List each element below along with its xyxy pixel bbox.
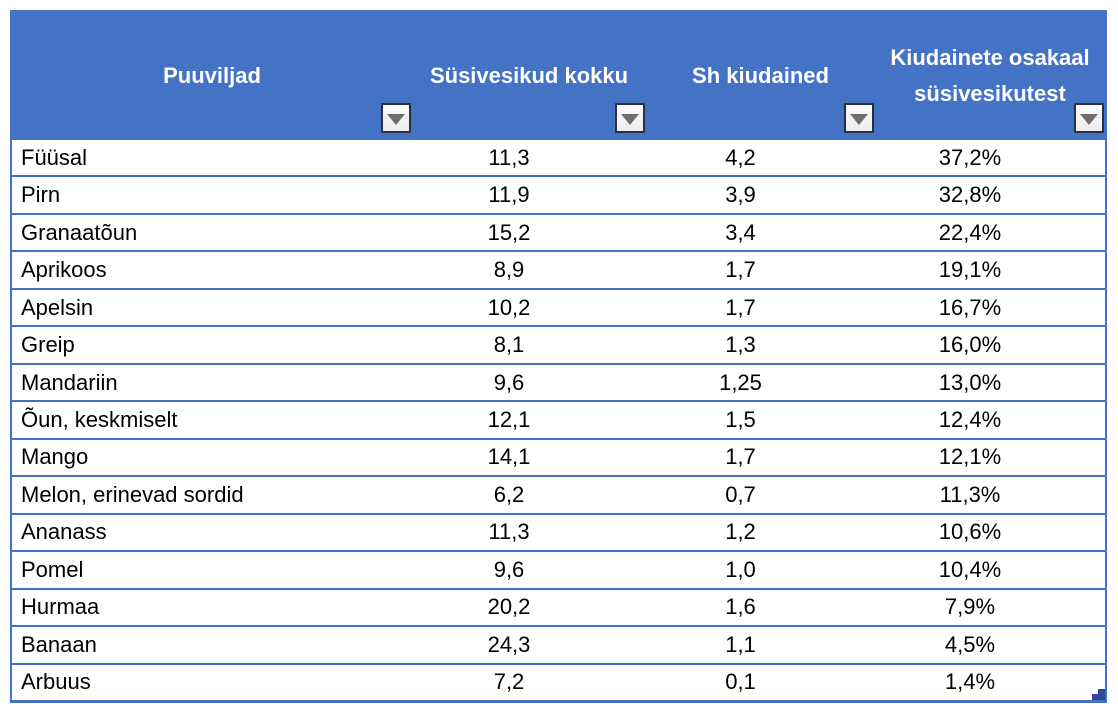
cell-share[interactable]: 16,7% bbox=[938, 294, 1002, 320]
cell-share[interactable]: 22,4% bbox=[938, 219, 1002, 245]
cell-carbs[interactable]: 9,6 bbox=[493, 556, 525, 582]
fruit-carbohydrate-table: Puuviljad Süsivesikud kokku Sh kiudained… bbox=[10, 10, 1107, 703]
cell-fruit[interactable]: Apelsin bbox=[21, 294, 94, 320]
table-row: Banaan 24,3 1,1 4,5% bbox=[12, 625, 1105, 663]
filter-dropdown-button-susivesikud-kokku[interactable] bbox=[615, 103, 645, 133]
cell-fruit[interactable]: Hurmaa bbox=[21, 594, 100, 620]
cell-fiber[interactable]: 0,7 bbox=[725, 481, 756, 507]
cell-share[interactable]: 32,8% bbox=[938, 182, 1002, 208]
header-label-puuviljad: Puuviljad bbox=[163, 63, 261, 88]
cell-fiber[interactable]: 1,5 bbox=[725, 407, 756, 433]
header-cell-kiudainete-osakaal[interactable]: Kiudainete osakaal süsivesikutest bbox=[875, 12, 1105, 140]
table-row: Melon, erinevad sordid 6,2 0,7 11,3% bbox=[12, 475, 1105, 513]
cell-carbs[interactable]: 11,9 bbox=[488, 182, 530, 208]
cell-fruit[interactable]: Pirn bbox=[21, 182, 61, 208]
table-body: Füüsal 11,3 4,2 37,2% Pirn 11,9 3,9 32,8… bbox=[12, 140, 1105, 701]
cell-share[interactable]: 7,9% bbox=[944, 594, 996, 620]
cell-fruit[interactable]: Pomel bbox=[21, 556, 84, 582]
cell-fiber[interactable]: 1,6 bbox=[725, 594, 756, 620]
cell-carbs[interactable]: 9,6 bbox=[493, 369, 525, 395]
table-row: Mandariin 9,6 1,25 13,0% bbox=[12, 362, 1105, 401]
table-row: Aprikoos 8,9 1,7 19,1% bbox=[12, 250, 1105, 288]
cell-carbs[interactable]: 8,9 bbox=[493, 257, 525, 283]
cell-carbs[interactable]: 15,2 bbox=[487, 219, 531, 245]
filter-dropdown-button-kiudainete-osakaal[interactable] bbox=[1074, 103, 1104, 133]
cell-fruit[interactable]: Granaatõun bbox=[21, 219, 138, 245]
cell-fruit[interactable]: Füüsal bbox=[21, 144, 88, 170]
header-cell-susivesikud-kokku[interactable]: Süsivesikud kokku bbox=[412, 12, 646, 140]
cell-fiber[interactable]: 1,3 bbox=[725, 332, 756, 358]
triangle-down-icon bbox=[850, 114, 868, 125]
cell-fruit[interactable]: Mandariin bbox=[21, 369, 118, 395]
filter-dropdown-button-puuviljad[interactable] bbox=[381, 103, 411, 133]
cell-fiber[interactable]: 0,1 bbox=[725, 669, 756, 695]
cell-carbs[interactable]: 12,1 bbox=[487, 407, 531, 433]
cell-fiber[interactable]: 3,9 bbox=[725, 182, 756, 208]
cell-carbs[interactable]: 14,1 bbox=[487, 444, 531, 470]
cell-fruit[interactable]: Greip bbox=[21, 332, 75, 358]
cell-fruit[interactable]: Melon, erinevad sordid bbox=[21, 481, 244, 507]
header-cell-puuviljad[interactable]: Puuviljad bbox=[12, 12, 412, 140]
cell-fiber[interactable]: 4,2 bbox=[725, 144, 756, 170]
cell-fiber[interactable]: 3,4 bbox=[725, 219, 756, 245]
table-row: Apelsin 10,2 1,7 16,7% bbox=[12, 287, 1105, 326]
table-row: Pirn 11,9 3,9 32,8% bbox=[12, 175, 1105, 213]
table-row: Hurmaa 20,2 1,6 7,9% bbox=[12, 587, 1105, 626]
triangle-down-icon bbox=[387, 114, 405, 125]
cell-share[interactable]: 19,1% bbox=[938, 257, 1002, 283]
cell-fiber[interactable]: 1,2 bbox=[725, 519, 756, 545]
cell-share[interactable]: 12,4% bbox=[938, 407, 1002, 433]
table-row: Füüsal 11,3 4,2 37,2% bbox=[12, 140, 1105, 176]
table-row: Mango 14,1 1,7 12,1% bbox=[12, 437, 1105, 476]
cell-carbs[interactable]: 6,2 bbox=[493, 481, 525, 507]
cell-fruit[interactable]: Arbuus bbox=[21, 669, 91, 695]
cell-carbs[interactable]: 11,3 bbox=[488, 519, 530, 545]
cell-fruit[interactable]: Banaan bbox=[21, 631, 97, 657]
cell-carbs[interactable]: 20,2 bbox=[487, 594, 531, 620]
cell-share[interactable]: 11,3% bbox=[939, 481, 1001, 507]
table-row: Granaatõun 15,2 3,4 22,4% bbox=[12, 212, 1105, 251]
cell-fruit[interactable]: Ananass bbox=[21, 519, 107, 545]
cell-share[interactable]: 12,1% bbox=[938, 444, 1002, 470]
table-row: Arbuus 7,2 0,1 1,4% bbox=[12, 662, 1105, 701]
filter-dropdown-button-sh-kiudained[interactable] bbox=[844, 103, 874, 133]
cell-fiber[interactable]: 1,7 bbox=[725, 294, 756, 320]
cell-share[interactable]: 10,6% bbox=[938, 519, 1002, 545]
table-row: Pomel 9,6 1,0 10,4% bbox=[12, 550, 1105, 588]
triangle-down-icon bbox=[621, 114, 639, 125]
cell-fruit[interactable]: Aprikoos bbox=[21, 257, 107, 283]
cell-fiber[interactable]: 1,0 bbox=[725, 556, 756, 582]
table-row: Greip 8,1 1,3 16,0% bbox=[12, 325, 1105, 363]
cell-fruit[interactable]: Õun, keskmiselt bbox=[21, 407, 178, 433]
cell-share[interactable]: 4,5% bbox=[944, 631, 996, 657]
cell-carbs[interactable]: 10,2 bbox=[487, 294, 531, 320]
cell-share[interactable]: 13,0% bbox=[938, 369, 1002, 395]
cell-fiber[interactable]: 1,1 bbox=[725, 631, 756, 657]
cell-share[interactable]: 37,2% bbox=[938, 144, 1002, 170]
table-row: Õun, keskmiselt 12,1 1,5 12,4% bbox=[12, 400, 1105, 438]
table-resize-handle[interactable] bbox=[1092, 689, 1105, 700]
header-cell-sh-kiudained[interactable]: Sh kiudained bbox=[646, 12, 875, 140]
cell-fiber[interactable]: 1,7 bbox=[725, 444, 756, 470]
table-header-row: Puuviljad Süsivesikud kokku Sh kiudained… bbox=[12, 12, 1105, 140]
cell-carbs[interactable]: 11,3 bbox=[488, 144, 530, 170]
cell-fiber[interactable]: 1,25 bbox=[719, 369, 762, 395]
triangle-down-icon bbox=[1080, 114, 1098, 125]
cell-fruit[interactable]: Mango bbox=[21, 444, 89, 470]
cell-fiber[interactable]: 1,7 bbox=[725, 257, 756, 283]
header-label-kiudainete-osakaal: Kiudainete osakaal süsivesikutest bbox=[890, 45, 1090, 106]
cell-carbs[interactable]: 8,1 bbox=[493, 332, 525, 358]
cell-share[interactable]: 16,0% bbox=[938, 332, 1002, 358]
cell-carbs[interactable]: 24,3 bbox=[487, 631, 531, 657]
cell-carbs[interactable]: 7,2 bbox=[493, 669, 525, 695]
cell-share[interactable]: 1,4% bbox=[944, 669, 996, 695]
cell-share[interactable]: 10,4% bbox=[938, 556, 1002, 582]
header-label-sh-kiudained: Sh kiudained bbox=[692, 63, 829, 88]
table-row: Ananass 11,3 1,2 10,6% bbox=[12, 512, 1105, 551]
header-label-susivesikud-kokku: Süsivesikud kokku bbox=[429, 63, 629, 88]
